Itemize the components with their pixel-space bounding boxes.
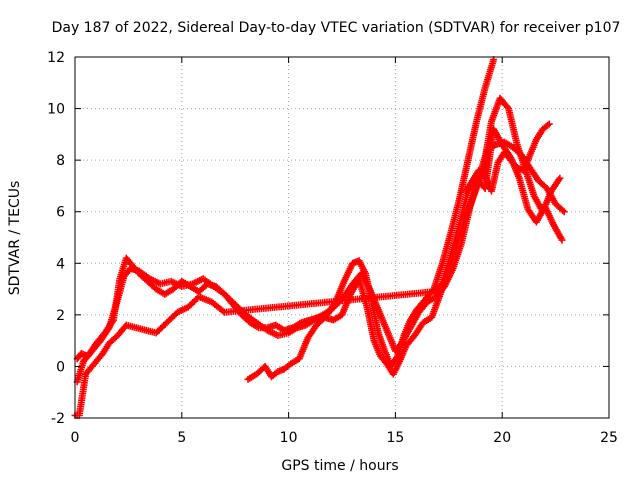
data-point bbox=[558, 236, 566, 244]
x-tick-label: 20 bbox=[493, 430, 511, 446]
data-point bbox=[545, 120, 553, 128]
y-tick-label: 10 bbox=[47, 102, 65, 118]
x-tick-label: 15 bbox=[386, 430, 404, 446]
x-tick-label: 0 bbox=[71, 430, 80, 446]
data-point bbox=[556, 174, 564, 182]
x-tick-label: 10 bbox=[280, 430, 298, 446]
x-axis-label: GPS time / hours bbox=[281, 458, 398, 474]
series-track-e bbox=[462, 120, 553, 195]
data-point-interp bbox=[559, 206, 567, 214]
y-tick-label: 12 bbox=[47, 50, 65, 66]
y-tick-label: 6 bbox=[56, 205, 65, 221]
y-axis-label: SDTVAR / TECUs bbox=[7, 181, 23, 296]
y-tick-label: 8 bbox=[56, 153, 65, 169]
plot-frame bbox=[74, 56, 610, 419]
y-tick-label: 2 bbox=[56, 308, 65, 324]
axis-ticks: 0 5 10 15 20 25 -2 0 2 4 6 8 10 12 bbox=[47, 50, 618, 446]
y-tick-label: 0 bbox=[56, 359, 65, 375]
x-tick-label: 5 bbox=[177, 430, 186, 446]
x-tick-label: 25 bbox=[600, 430, 618, 446]
data-point bbox=[560, 208, 568, 216]
chart-title: Day 187 of 2022, Sidereal Day-to-day VTE… bbox=[52, 20, 621, 36]
data-point-interp bbox=[503, 103, 511, 111]
y-tick-label: -2 bbox=[51, 411, 65, 427]
grid-lines bbox=[75, 57, 609, 418]
y-tick-label: 4 bbox=[56, 256, 65, 272]
data-points bbox=[71, 56, 568, 419]
